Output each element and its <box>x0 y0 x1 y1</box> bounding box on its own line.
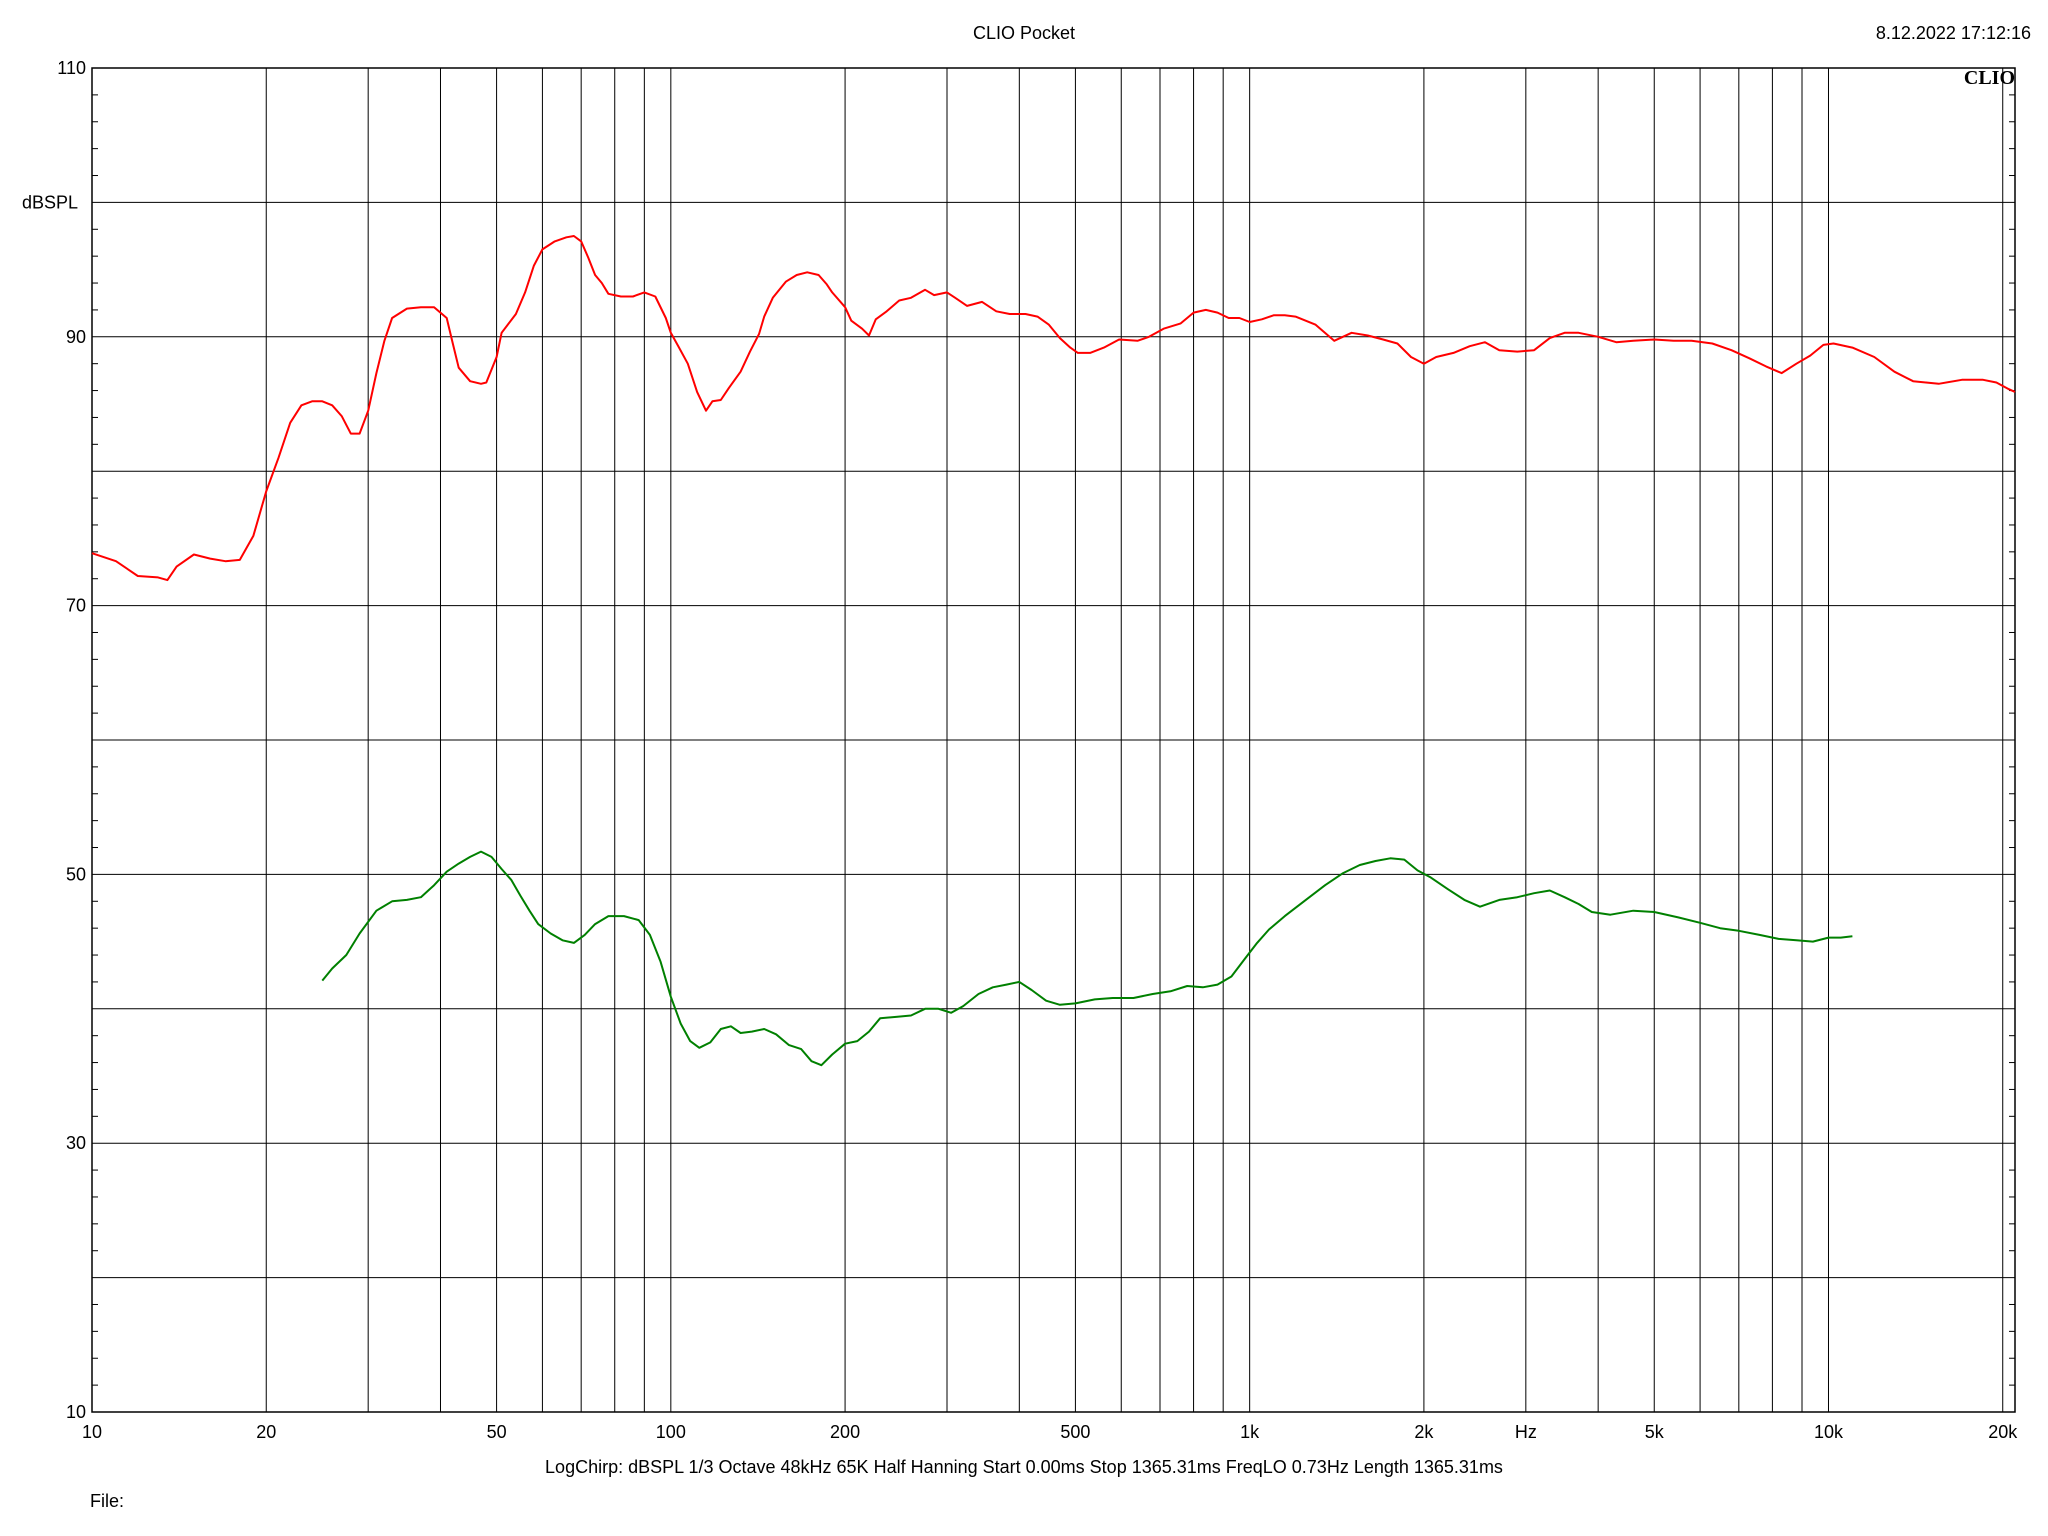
timestamp: 8.12.2022 17:12:16 <box>1875 23 2031 43</box>
y-tick-label: 30 <box>66 1133 86 1153</box>
axis-labels: 110 90 70 50 30 10 dBSPL 10 20 50 100 200 500 1k 2k 5k 1… <box>22 58 2018 1442</box>
x-tick-label: 1k <box>1240 1422 1260 1442</box>
x-tick-label: 100 <box>656 1422 686 1442</box>
x-tick-label: 20k <box>1988 1422 2018 1442</box>
y-tick-label: 10 <box>66 1402 86 1422</box>
x-tick-label: 50 <box>487 1422 507 1442</box>
grid <box>91 67 2016 1413</box>
series-layer <box>91 235 2016 1067</box>
x-tick-label: 5k <box>1645 1422 1665 1442</box>
y-axis-label: dBSPL <box>22 192 78 212</box>
measurement-params: LogChirp: dBSPL 1/3 Octave 48kHz 65K Hal… <box>545 1457 1503 1477</box>
chart-title: CLIO Pocket <box>972 23 1076 43</box>
clio-logo: CLIO <box>1964 67 2015 89</box>
y-tick-label: 50 <box>66 864 86 884</box>
y-tick-label: 110 <box>57 58 86 78</box>
x-tick-label: 500 <box>1060 1422 1090 1442</box>
y-tick-label: 70 <box>66 596 86 616</box>
x-tick-label: 2k <box>1414 1422 1434 1442</box>
x-tick-label: 20 <box>256 1422 276 1442</box>
x-tick-label: 200 <box>830 1422 860 1442</box>
x-axis-label: Hz <box>1515 1422 1537 1442</box>
x-tick-label: 10 <box>82 1422 102 1442</box>
series-line-green <box>321 850 1853 1067</box>
plot-frame <box>91 67 2016 1413</box>
file-label: File: <box>90 1491 125 1511</box>
y-tick-label: 90 <box>66 327 86 347</box>
x-tick-label: 10k <box>1814 1422 1844 1442</box>
series-line-red <box>91 235 2016 582</box>
